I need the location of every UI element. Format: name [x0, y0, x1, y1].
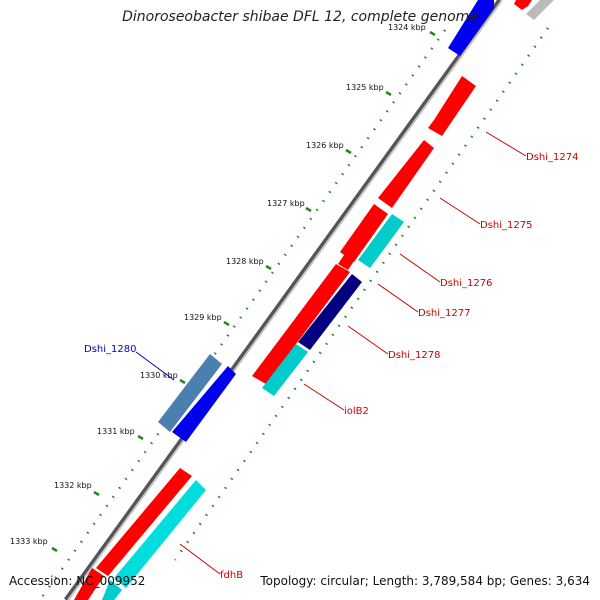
- gene-bottom-cyan[interactable]: [102, 580, 122, 600]
- genome-title: Dinoroseobacter shibae DFL 12, complete …: [0, 9, 600, 25]
- gene-features: [74, 0, 554, 600]
- rna-dshi-1276[interactable]: [358, 214, 404, 268]
- gene-dshi-1278-dark[interactable]: [298, 274, 362, 350]
- gene-top-red[interactable]: [514, 0, 532, 10]
- kbp-tick: [223, 320, 230, 327]
- kbp-1328: 1328 kbp: [226, 257, 264, 266]
- label-iolb2[interactable]: iolB2: [344, 406, 369, 417]
- kbp-1327: 1327 kbp: [267, 199, 305, 208]
- label-dshi-1278[interactable]: Dshi_1278: [388, 350, 440, 361]
- kbp-1332: 1332 kbp: [54, 481, 92, 490]
- kbp-1333: 1333 kbp: [10, 537, 48, 546]
- gene-dshi-1274[interactable]: [428, 76, 476, 136]
- kbp-labels: 1324 kbp 1325 kbp 1326 kbp 1327 kbp 1328…: [10, 23, 426, 546]
- accession-text: Accession: NC_009952: [9, 574, 146, 588]
- kbp-tick: [345, 148, 352, 155]
- gene-dshi-1278[interactable]: [252, 264, 350, 384]
- kbp-1324: 1324 kbp: [388, 23, 426, 32]
- label-dshi-1274[interactable]: Dshi_1274: [526, 152, 578, 163]
- gene-1273[interactable]: [448, 0, 494, 56]
- label-dshi-1275[interactable]: Dshi_1275: [480, 220, 532, 231]
- kbp-tick: [51, 546, 58, 553]
- kbp-1325: 1325 kbp: [346, 83, 384, 92]
- kbp-tick: [305, 206, 312, 213]
- genome-title-text: Dinoroseobacter shibae DFL 12, complete …: [122, 9, 478, 25]
- inner-dot-track: [173, 27, 550, 561]
- label-fdhb[interactable]: fdhB: [220, 570, 243, 581]
- gene-leaders: [135, 131, 527, 575]
- label-dshi-1280[interactable]: Dshi_1280: [84, 344, 136, 355]
- kbp-1326: 1326 kbp: [306, 141, 344, 150]
- gene-bottom-red[interactable]: [74, 568, 104, 600]
- kbp-1330: 1330 kbp: [140, 371, 178, 380]
- kbp-tick: [137, 434, 144, 441]
- label-dshi-1277[interactable]: Dshi_1277: [418, 308, 470, 319]
- gene-dshi-1280-blue[interactable]: [172, 366, 236, 442]
- gene-labels: Dshi_1274 Dshi_1275 Dshi_1276 Dshi_1277 …: [84, 152, 578, 581]
- outer-dot-track: [38, 29, 447, 600]
- label-dshi-1276[interactable]: Dshi_1276: [440, 278, 492, 289]
- gene-dshi-1276[interactable]: [340, 204, 388, 262]
- kbp-tick-marks: [51, 30, 436, 553]
- kbp-1331: 1331 kbp: [97, 427, 135, 436]
- gene-fdhb[interactable]: [114, 480, 206, 588]
- kbp-tick: [429, 30, 436, 37]
- genome-backbone: [63, 0, 503, 600]
- kbp-1329: 1329 kbp: [184, 313, 222, 322]
- gene-dshi-1275[interactable]: [378, 140, 434, 208]
- kbp-tick: [179, 378, 186, 385]
- kbp-tick: [93, 490, 100, 497]
- gene-fdhb-red[interactable]: [96, 468, 192, 576]
- gene-iolb2[interactable]: [262, 344, 308, 396]
- gene-dshi-1280[interactable]: [158, 354, 222, 432]
- topology-text: Topology: circular; Length: 3,789,584 bp…: [260, 574, 590, 588]
- gene-top-gray[interactable]: [526, 0, 554, 20]
- kbp-tick: [385, 90, 392, 97]
- kbp-tick: [265, 264, 272, 271]
- gene-dshi-1277[interactable]: [338, 252, 356, 270]
